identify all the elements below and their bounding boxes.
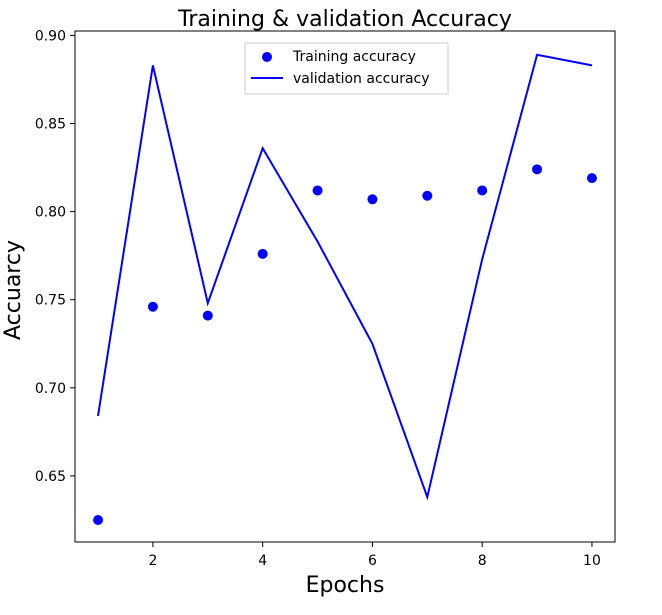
training-accuracy-point — [532, 164, 543, 175]
x-tick-label: 10 — [583, 553, 601, 569]
training-accuracy-point — [367, 194, 378, 205]
legend-training-marker — [262, 52, 272, 62]
training-accuracy-point — [257, 248, 268, 259]
training-accuracy-point — [93, 514, 104, 525]
legend: Training accuracy validation accuracy — [244, 42, 449, 95]
training-accuracy-point — [477, 185, 488, 196]
y-tick-label: 0.85 — [35, 117, 66, 133]
x-tick-label: 2 — [148, 553, 157, 569]
training-accuracy-point — [147, 301, 158, 312]
y-tick-label: 0.70 — [35, 381, 66, 397]
validation-accuracy-line — [97, 53, 593, 501]
training-accuracy-point — [202, 310, 213, 321]
y-axis: 0.65 0.70 0.75 0.80 0.85 0.90 — [35, 28, 75, 485]
x-tick-label: 6 — [368, 553, 377, 569]
y-tick-label: 0.90 — [35, 28, 66, 44]
y-axis-title: Accuarcy — [1, 240, 26, 340]
plot-area — [74, 30, 616, 543]
chart-title: Training & validation Accuracy — [177, 7, 512, 32]
x-axis-title: Epochs — [306, 573, 385, 598]
y-tick-label: 0.80 — [35, 205, 66, 221]
y-tick-label: 0.75 — [35, 293, 66, 309]
y-tick-label: 0.65 — [35, 469, 66, 485]
x-tick-label: 8 — [478, 553, 487, 569]
training-accuracy-point — [312, 185, 323, 196]
plot-frame — [74, 30, 616, 543]
x-tick-label: 4 — [258, 553, 267, 569]
series-layer — [93, 53, 597, 525]
training-accuracy-point — [586, 173, 597, 184]
legend-box — [244, 42, 449, 95]
legend-validation-label: validation accuracy — [293, 71, 430, 87]
legend-training-label: Training accuracy — [292, 49, 416, 65]
training-accuracy-point — [422, 190, 433, 201]
x-axis: 2 4 6 8 10 — [148, 542, 601, 569]
